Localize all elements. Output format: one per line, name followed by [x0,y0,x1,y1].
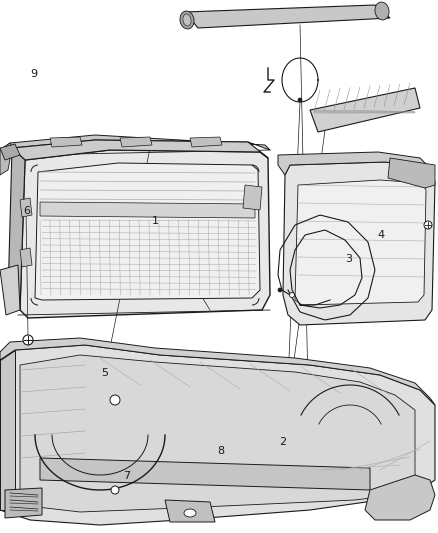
Text: 6: 6 [23,206,30,215]
Text: 5: 5 [102,368,109,378]
Polygon shape [5,488,42,518]
Polygon shape [40,202,255,218]
Text: 3: 3 [345,254,352,263]
Polygon shape [388,158,435,188]
Polygon shape [278,152,430,175]
Polygon shape [0,144,20,160]
Polygon shape [20,248,32,267]
Polygon shape [165,500,215,522]
Ellipse shape [375,2,389,20]
Text: 9: 9 [31,69,38,78]
Polygon shape [365,475,435,520]
Ellipse shape [184,509,196,517]
Polygon shape [185,5,390,28]
Text: 4: 4 [378,230,385,239]
Polygon shape [20,198,32,217]
Polygon shape [50,137,82,147]
Text: 7: 7 [124,471,131,481]
Polygon shape [35,163,260,300]
Polygon shape [0,350,15,510]
Polygon shape [120,137,152,147]
Polygon shape [243,185,262,210]
Polygon shape [40,458,370,490]
Polygon shape [0,135,270,150]
Polygon shape [12,140,268,160]
Ellipse shape [180,11,194,29]
Polygon shape [295,180,426,305]
Text: 8: 8 [218,447,225,456]
Ellipse shape [23,335,33,345]
Polygon shape [20,355,415,512]
Ellipse shape [110,395,120,405]
Text: 2: 2 [279,438,286,447]
Ellipse shape [298,98,302,102]
Text: 1: 1 [152,216,159,226]
Polygon shape [190,137,222,147]
Polygon shape [0,345,435,525]
Polygon shape [310,88,420,132]
Polygon shape [8,148,25,310]
Polygon shape [283,162,435,325]
Polygon shape [0,338,435,405]
Polygon shape [0,265,20,315]
Polygon shape [0,143,12,175]
Polygon shape [20,150,270,318]
Ellipse shape [290,293,294,297]
Ellipse shape [111,486,119,494]
Ellipse shape [424,221,432,229]
Ellipse shape [278,288,282,292]
Ellipse shape [183,14,191,26]
